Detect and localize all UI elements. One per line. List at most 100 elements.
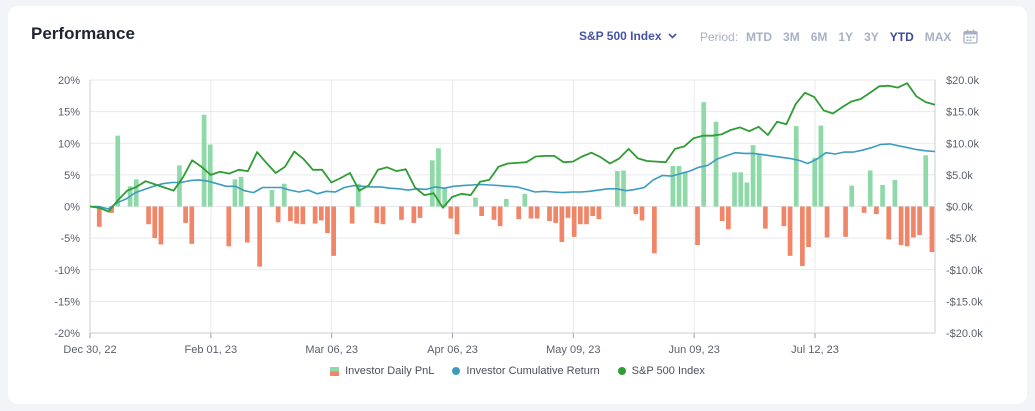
y-tick-left: 15%: [58, 107, 80, 119]
x-tick-label: Apr 06, 23: [427, 344, 478, 356]
pnl-bar: [374, 206, 380, 223]
period-max[interactable]: MAX: [924, 29, 952, 44]
pnl-bar: [553, 206, 559, 223]
pnl-bar: [300, 206, 306, 225]
pnl-bar: [497, 206, 503, 227]
x-tick-label: Jun 09, 23: [668, 344, 719, 356]
legend-item-daily-pnl[interactable]: Investor Daily PnL: [330, 365, 434, 377]
pnl-bar: [923, 155, 929, 207]
pnl-bar: [152, 206, 158, 239]
pnl-bar: [818, 125, 824, 207]
legend-label: S&P 500 Index: [631, 365, 705, 377]
pnl-bar: [750, 145, 756, 207]
pnl-bar: [800, 206, 805, 266]
pnl-bar: [429, 160, 435, 207]
pnl-bar: [318, 206, 324, 221]
pnl-bar: [596, 206, 602, 220]
pnl-bar: [898, 206, 904, 246]
calendar-icon[interactable]: [963, 29, 979, 44]
pnl-bar: [867, 170, 873, 207]
pnl-bar: [806, 206, 811, 247]
x-tick-label: Mar 06, 23: [305, 344, 358, 356]
pnl-bar: [787, 206, 793, 256]
y-tick-left: 20%: [58, 75, 80, 87]
pnl-bar: [201, 114, 207, 207]
pnl-bar: [929, 206, 935, 253]
pnl-bar: [522, 193, 528, 207]
page-title: Performance: [31, 24, 135, 43]
pnl-bar: [744, 182, 750, 207]
pnl-bar: [917, 206, 922, 235]
pnl-bar: [177, 165, 182, 207]
pnl-bar: [411, 206, 417, 223]
pnl-bar: [479, 206, 485, 216]
pnl-bar: [158, 206, 164, 245]
period-6m[interactable]: 6M: [810, 29, 828, 44]
pnl-bar: [454, 206, 460, 235]
legend-label: Investor Daily PnL: [345, 365, 435, 377]
pnl-bar: [257, 206, 262, 267]
x-tick-label: Dec 30, 22: [63, 344, 116, 356]
pnl-bar: [109, 206, 114, 213]
x-tick-label: Feb 01, 23: [185, 344, 238, 356]
pnl-bar: [781, 206, 787, 227]
pnl-bar: [146, 206, 151, 225]
pnl-bar: [843, 206, 848, 237]
pnl-bar: [590, 206, 596, 216]
pnl-bar: [824, 206, 830, 238]
period-mtd[interactable]: MTD: [746, 29, 773, 44]
pnl-bar: [380, 206, 386, 225]
y-tick-right: $20.0k: [946, 75, 980, 87]
period-1y[interactable]: 1Y: [838, 29, 854, 44]
y-tick-right: $15.0k: [946, 107, 980, 119]
pnl-bar: [682, 171, 688, 207]
pnl-bar: [275, 206, 281, 223]
pnl-bar: [115, 135, 121, 207]
pnl-bar: [473, 197, 478, 207]
pnl-bar: [503, 198, 509, 207]
pnl-bar: [633, 206, 639, 215]
pnl-bar: [312, 206, 318, 224]
pnl-bar: [713, 121, 719, 207]
y-tick-right: $0.0k: [946, 202, 973, 214]
pnl-bar: [812, 157, 818, 207]
pnl-bar: [244, 206, 250, 243]
pnl-bar: [676, 166, 682, 207]
pnl-bar: [880, 184, 885, 207]
x-tick-label: Jul 12, 23: [791, 344, 839, 356]
y-tick-left: 10%: [58, 138, 80, 150]
period-3m[interactable]: 3M: [783, 29, 800, 44]
legend-swatch-dot: [452, 367, 461, 375]
y-tick-left: 5%: [64, 170, 80, 182]
chart-legend: Investor Daily PnL Investor Cumulative R…: [0, 365, 1035, 377]
pnl-bar: [96, 206, 102, 227]
pnl-bar: [732, 172, 737, 207]
y-tick-right: -$10.0k: [946, 265, 983, 277]
pnl-bar: [528, 206, 534, 219]
legend-item-cumulative-return[interactable]: Investor Cumulative Return: [452, 365, 600, 377]
pnl-bar: [355, 183, 361, 207]
period-3y[interactable]: 3Y: [864, 29, 879, 44]
pnl-bar: [294, 206, 299, 224]
pnl-bar: [621, 170, 626, 207]
cumulative-return-line: [90, 143, 936, 210]
pnl-bar: [695, 206, 700, 246]
y-tick-right: $10.0k: [946, 138, 980, 150]
pnl-bar: [652, 206, 657, 254]
y-tick-right: -$15.0k: [946, 296, 983, 308]
pnl-bar: [349, 206, 355, 224]
y-tick-left: -10%: [54, 265, 80, 277]
pnl-bar: [547, 206, 552, 222]
sp500-line: [89, 82, 936, 213]
legend-item-sp500[interactable]: S&P 500 Index: [617, 365, 705, 377]
benchmark-dropdown[interactable]: S&P 500 Index: [579, 29, 677, 43]
y-tick-right: -$20.0k: [946, 328, 983, 340]
pnl-bar: [861, 206, 867, 213]
pnl-bar: [639, 206, 645, 221]
pnl-bar: [738, 172, 744, 207]
pnl-bar: [892, 179, 898, 207]
y-tick-right: $5.0k: [946, 170, 973, 182]
pnl-bar: [886, 206, 892, 240]
period-ytd[interactable]: YTD: [889, 29, 914, 44]
